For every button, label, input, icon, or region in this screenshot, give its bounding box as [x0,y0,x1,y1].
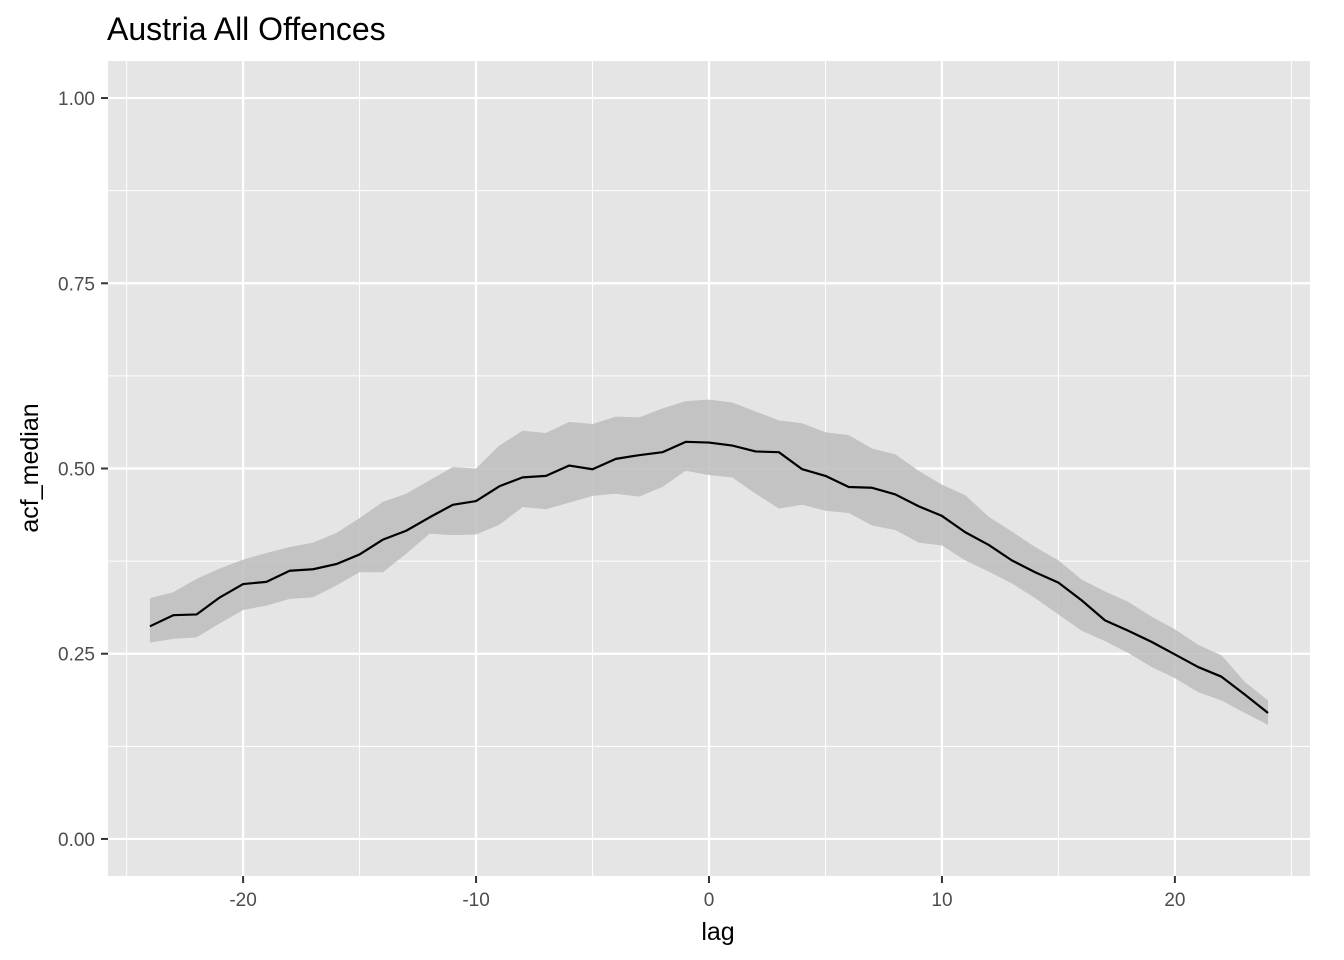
acf-median-line [149,440,1269,714]
x-tick-label: -20 [229,890,256,911]
x-tick-label: -10 [462,890,489,911]
y-tick-label: 0.50 [58,460,95,481]
y-tick-label: 0.25 [58,645,95,666]
y-axis-title: acf_median [16,403,44,532]
grid-major [108,61,1310,876]
y-tick-label: 1.00 [58,89,95,110]
x-tick-label: 20 [1164,890,1185,911]
y-tick-label: 0.75 [58,274,95,295]
y-tick-label: 0.00 [58,830,95,851]
x-axis-title: lag [701,918,734,946]
y-axis: 0.00 0.25 0.50 0.75 1.00 [58,89,108,851]
x-tick-label: 0 [704,890,715,911]
confidence-band [149,399,1269,725]
x-tick-label: 10 [931,890,952,911]
chart-title: Austria All Offences [107,11,386,47]
x-axis: -20 -10 0 10 20 [229,876,1185,911]
